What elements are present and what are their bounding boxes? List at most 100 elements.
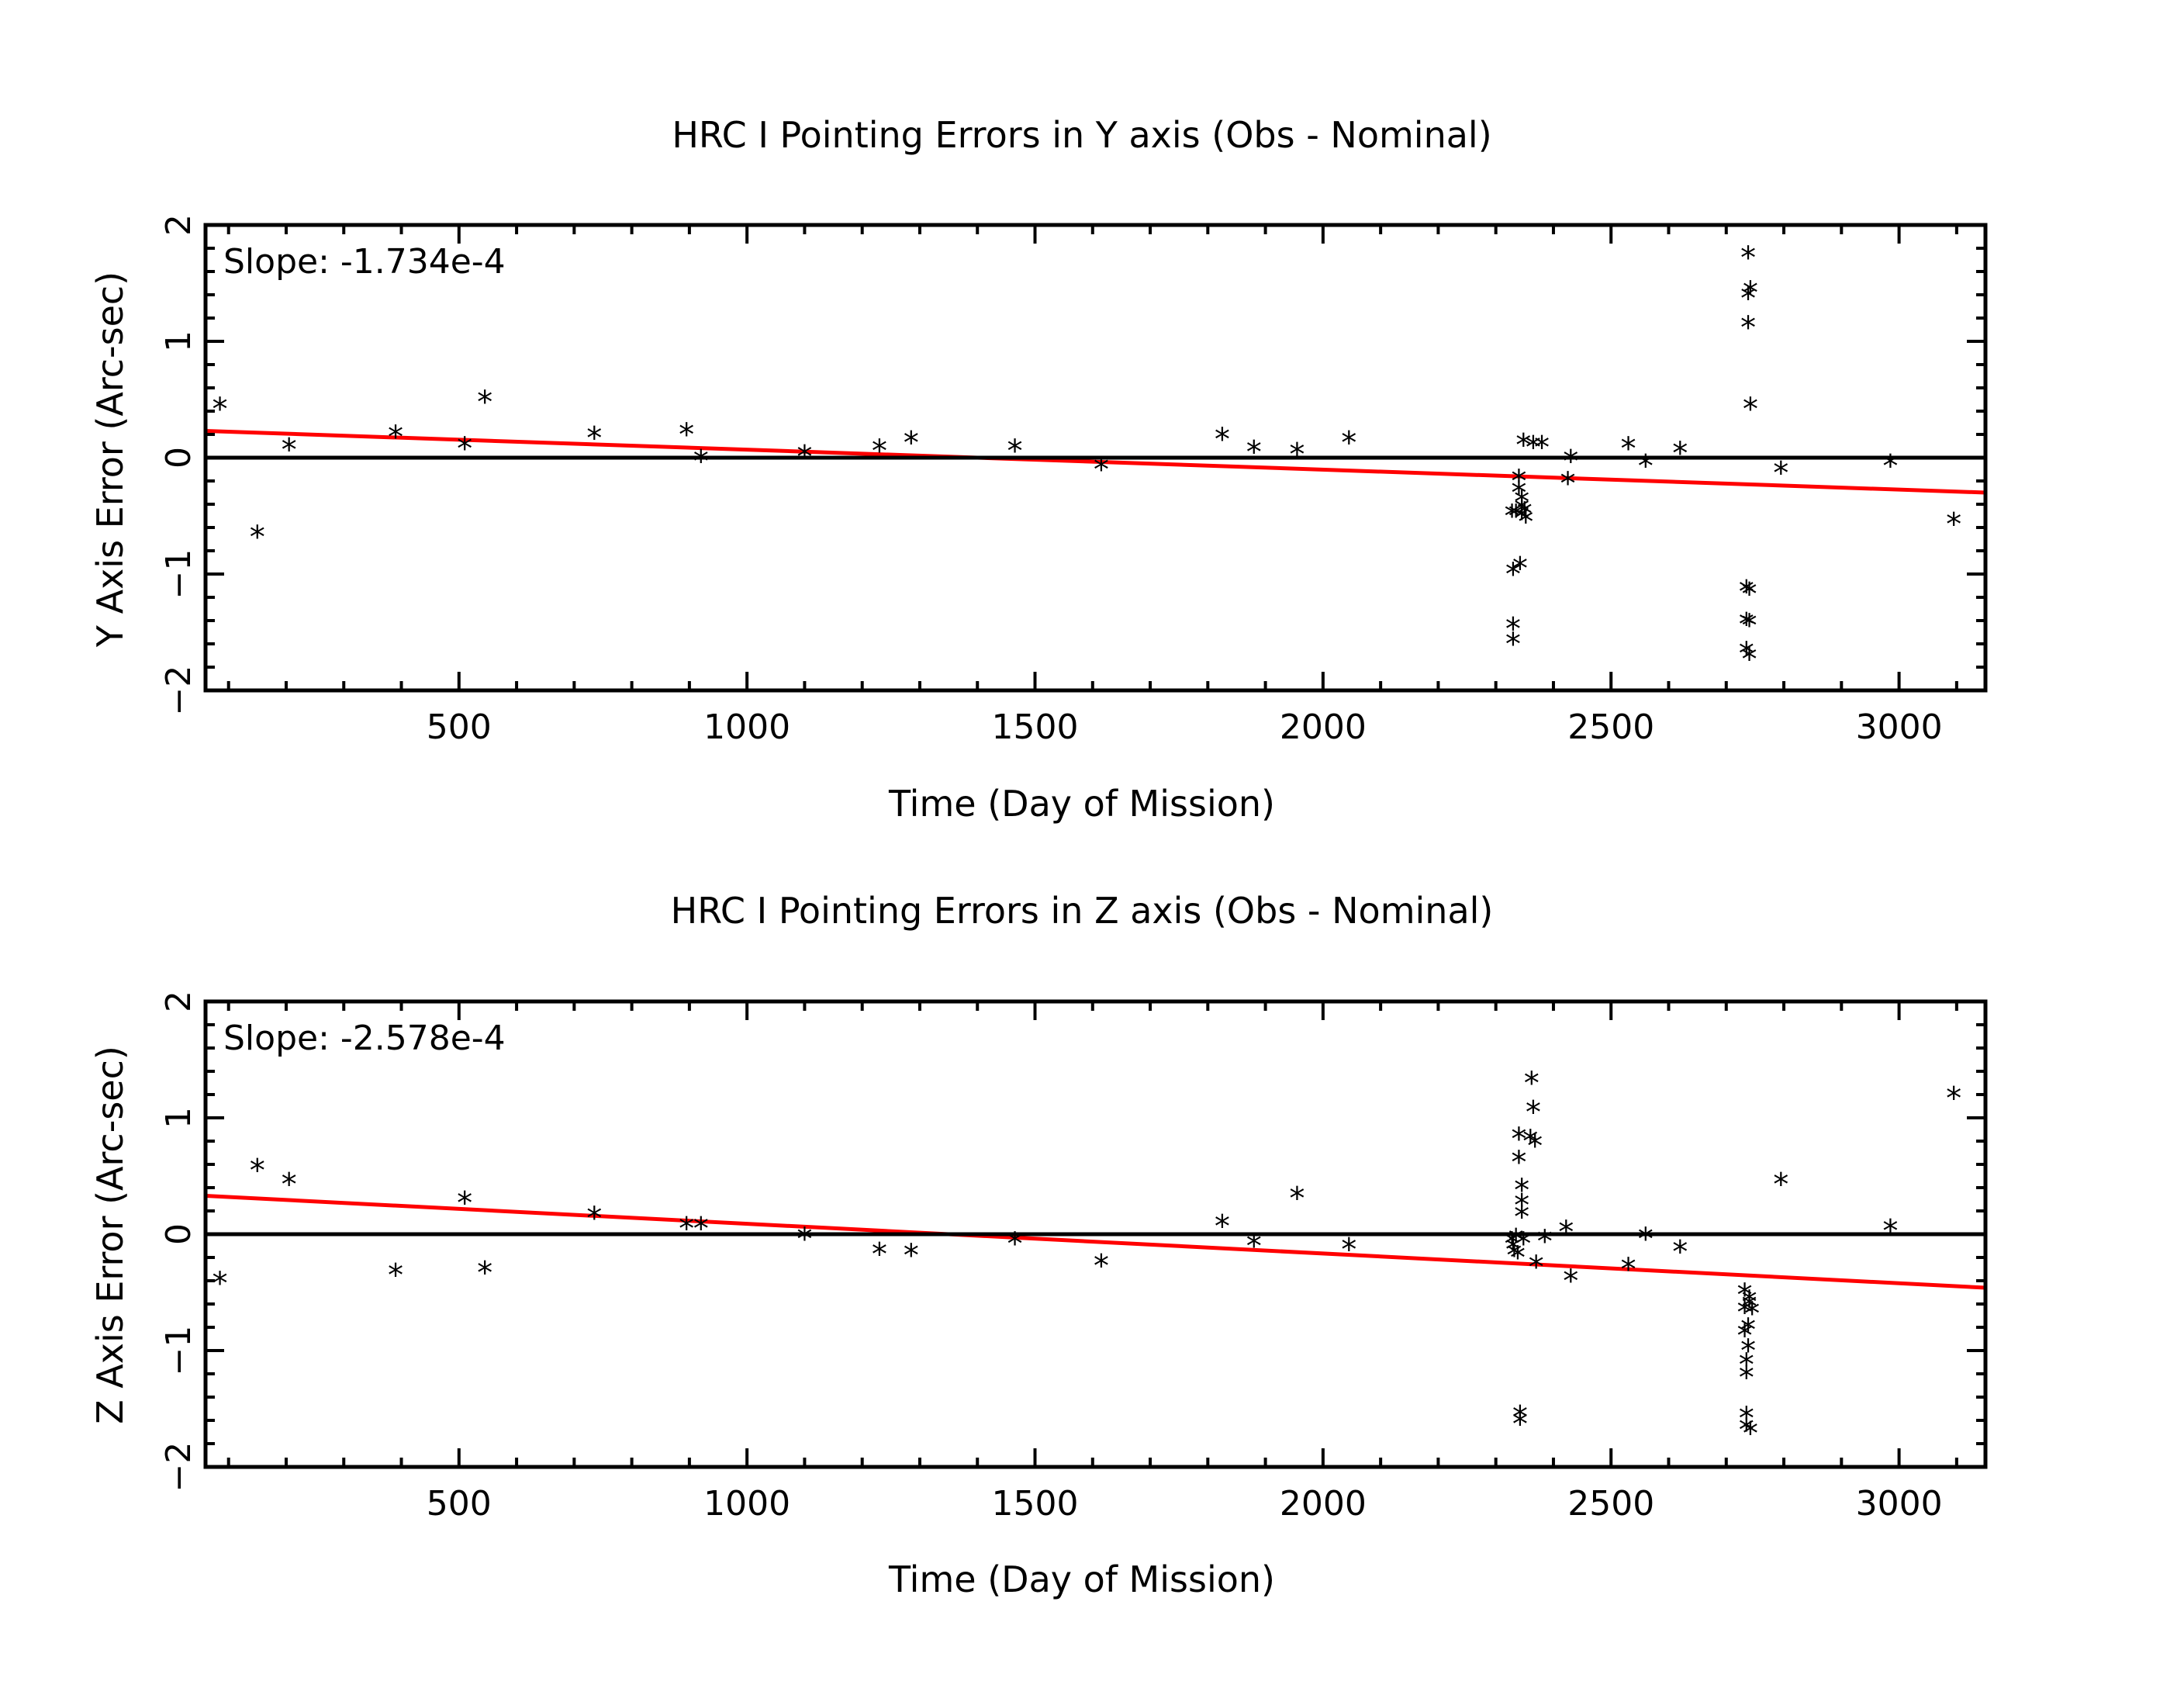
z-axis-error-chart: HRC I Pointing Errors in Z axis (Obs - N…	[89, 890, 1988, 1600]
points-layer: ****************************************…	[211, 1066, 1964, 1452]
data-point: *	[211, 392, 230, 427]
data-point: *	[1005, 1226, 1024, 1262]
data-point: *	[1944, 507, 1963, 543]
data-point: *	[475, 385, 494, 420]
data-point: *	[1512, 501, 1531, 537]
data-point: *	[1739, 282, 1757, 317]
data-point: *	[870, 434, 889, 469]
x-tick-label: 2000	[1280, 707, 1367, 747]
data-point: *	[1005, 434, 1024, 469]
fit-line	[205, 429, 1986, 495]
points-layer: ****************************************…	[211, 240, 1964, 678]
data-point: *	[1526, 1129, 1544, 1164]
data-point: *	[1505, 1238, 1523, 1274]
data-point: *	[1558, 466, 1577, 502]
data-point: *	[1739, 1313, 1757, 1348]
data-point: *	[1771, 456, 1790, 492]
x-axis-label: Time (Day of Mission)	[888, 1558, 1275, 1600]
chart-title: HRC I Pointing Errors in Z axis (Obs - N…	[671, 890, 1494, 932]
x-tick-label: 1500	[992, 707, 1079, 747]
data-point: *	[1514, 1226, 1533, 1262]
x-tick-label: 2500	[1567, 1484, 1654, 1524]
x-tick-label: 1000	[703, 1484, 790, 1524]
data-point: *	[795, 440, 814, 476]
fit-layer	[205, 429, 1986, 495]
data-point: *	[1741, 392, 1760, 427]
data-point: *	[1741, 275, 1760, 311]
x-tick-label: 3000	[1856, 1484, 1943, 1524]
x-tick-label: 500	[427, 707, 492, 747]
data-point: *	[1245, 1229, 1263, 1264]
data-point: *	[1737, 607, 1756, 643]
data-point: *	[1671, 436, 1689, 472]
data-point: *	[1527, 1250, 1546, 1285]
chart-title: HRC I Pointing Errors in Y axis (Obs - N…	[672, 114, 1491, 156]
data-point: *	[1636, 449, 1655, 485]
data-point: *	[902, 1238, 921, 1274]
data-point: *	[1557, 1215, 1575, 1250]
x-tick-label: 500	[427, 1484, 492, 1524]
data-point: *	[248, 520, 267, 555]
y-tick-label: 2	[159, 214, 199, 236]
data-point: *	[1771, 1167, 1790, 1203]
x-axis-label: Time (Day of Mission)	[888, 783, 1275, 825]
data-point: *	[1512, 493, 1531, 529]
data-point: *	[585, 1201, 603, 1237]
plot-frame	[203, 999, 1988, 1469]
data-point: *	[1511, 1400, 1529, 1436]
data-point: *	[211, 1266, 230, 1302]
data-point: *	[386, 1258, 405, 1294]
data-point: *	[1512, 485, 1531, 521]
data-point: *	[1536, 1224, 1554, 1260]
data-point: *	[1511, 552, 1529, 587]
y-tick-label: 0	[159, 447, 199, 469]
data-point: *	[1524, 1095, 1543, 1131]
data-point: *	[1509, 464, 1528, 500]
data-point: *	[692, 1212, 710, 1247]
data-point: *	[1512, 1188, 1531, 1224]
data-point: *	[1213, 422, 1232, 458]
data-point: *	[1515, 496, 1534, 532]
slope-label: Slope: -2.578e-4	[223, 1019, 506, 1058]
data-point: *	[1561, 1264, 1580, 1299]
data-point: *	[1509, 476, 1528, 511]
data-point: *	[1671, 1235, 1689, 1271]
x-tick-label: 1000	[703, 707, 790, 747]
y-tick-label: 0	[159, 1223, 199, 1245]
data-point: *	[1740, 1285, 1758, 1320]
data-point: *	[280, 433, 299, 469]
y-axis-label: Y Axis Error (Arc-sec)	[89, 272, 131, 648]
data-point: *	[1502, 499, 1521, 534]
y-axis-label: Z Axis Error (Arc-sec)	[89, 1046, 131, 1424]
data-point: *	[1502, 1226, 1521, 1262]
data-point: *	[1521, 1124, 1540, 1160]
data-point: *	[1507, 1223, 1526, 1259]
tick-labels-layer: 500 1000 1500 2000 2500 3000 −2 −1 0 1 2	[159, 214, 1943, 747]
y-axis-error-chart: HRC I Pointing Errors in Y axis (Obs - N…	[89, 114, 1988, 825]
data-point: *	[1636, 1222, 1655, 1257]
data-point: *	[1737, 575, 1756, 611]
data-point: *	[1504, 627, 1522, 662]
data-point: *	[1561, 444, 1580, 480]
y-tick-label: 2	[159, 991, 199, 1012]
data-point: *	[1881, 449, 1899, 485]
data-point: *	[585, 421, 603, 457]
data-point: *	[1740, 642, 1758, 678]
plot-frame	[203, 223, 1988, 693]
y-tick-label: −1	[159, 549, 199, 600]
x-tick-label: 1500	[992, 1484, 1079, 1524]
data-point: *	[1619, 431, 1637, 467]
data-point: *	[1533, 431, 1551, 466]
data-point: *	[795, 1222, 814, 1257]
data-point: *	[386, 420, 405, 455]
data-point: *	[677, 1212, 696, 1247]
data-point: *	[1504, 612, 1522, 648]
data-point: *	[1507, 499, 1526, 534]
data-point: *	[1509, 1145, 1528, 1181]
data-point: *	[1092, 1249, 1111, 1285]
fit-layer	[205, 1194, 1986, 1290]
data-point: *	[1737, 1413, 1756, 1448]
data-point: *	[1514, 428, 1533, 464]
data-point: *	[1737, 1401, 1756, 1437]
